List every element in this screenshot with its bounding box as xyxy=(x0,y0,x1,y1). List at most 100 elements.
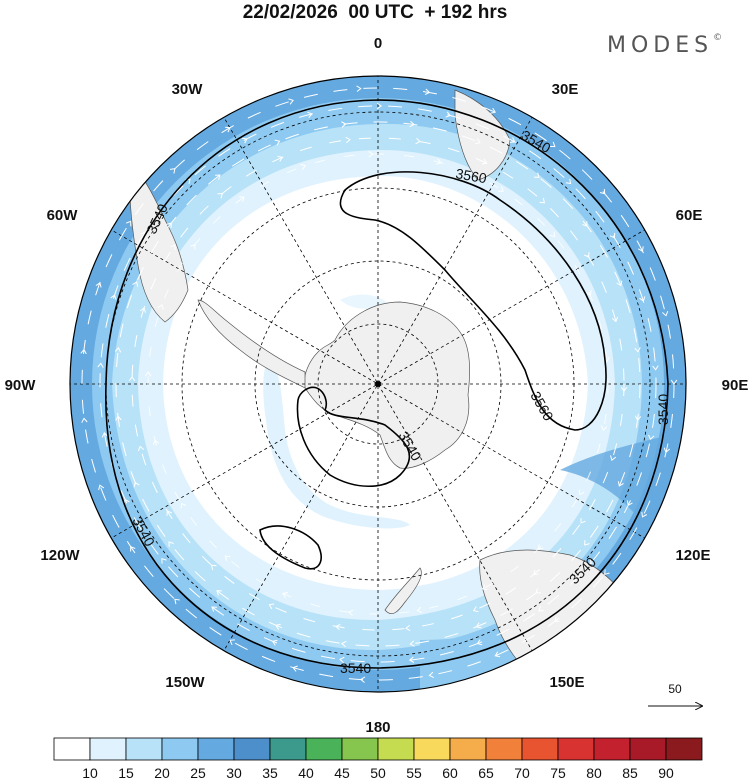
wind-arrowhead xyxy=(415,137,421,145)
africa xyxy=(454,89,511,181)
colorbar-tick-label: 35 xyxy=(262,765,278,781)
wind-arrowhead xyxy=(161,558,167,564)
wind-arrowhead xyxy=(509,137,516,143)
wind-arrowhead xyxy=(368,150,374,158)
contour-3560 xyxy=(339,171,607,431)
contour-small-low xyxy=(259,525,322,570)
lon-label-150w: 150W xyxy=(165,674,205,691)
colorbar-tick-label: 60 xyxy=(442,765,458,781)
wind-arrowhead xyxy=(610,455,617,461)
wind-arrowhead xyxy=(554,616,560,622)
brand-mark: © xyxy=(713,33,723,43)
wind-arrowhead xyxy=(609,232,616,239)
wind-arrowhead xyxy=(428,671,435,679)
lon-label-0: 0 xyxy=(374,35,382,52)
wind-arrowhead xyxy=(498,186,504,192)
colorbar: 10 15 20 25 30 35 40 45 50 55 60 65 70 75 80 85 90 xyxy=(53,737,703,781)
wind-arrowhead xyxy=(114,347,122,353)
colorbar-swatch xyxy=(449,737,487,761)
wind-arrowhead xyxy=(275,623,281,630)
colorbar-swatch xyxy=(53,737,91,761)
wind-arrowhead xyxy=(217,192,223,199)
wind-arrowhead xyxy=(599,188,606,195)
colorbar-swatch xyxy=(557,737,595,761)
wind-arrowhead xyxy=(216,590,222,596)
colorbar-tick-label: 40 xyxy=(298,765,314,781)
wind-arrowhead xyxy=(534,172,540,178)
wind-arrowhead xyxy=(424,88,431,96)
colorbar-swatch xyxy=(161,737,199,761)
graticule xyxy=(70,76,686,692)
contour-label: 3540 xyxy=(340,660,371,676)
wind-arrowhead xyxy=(580,518,586,524)
wind-arrowhead xyxy=(157,304,164,310)
wind-arrowhead xyxy=(180,502,187,509)
wind-arrowhead xyxy=(166,222,172,228)
wind-arrowhead xyxy=(639,296,646,302)
wind-arrowhead xyxy=(110,294,117,300)
wind-arrowhead xyxy=(292,665,298,672)
lon-label-90e: 90E xyxy=(722,377,749,394)
wind-arrowhead xyxy=(170,244,176,250)
brand-logo: MODES© xyxy=(607,33,722,58)
wind-arrowhead xyxy=(475,622,482,629)
colorbar-swatch xyxy=(629,737,667,761)
lon-label-180: 180 xyxy=(365,719,390,736)
map-title: 22/02/2026 00 UTC + 192 hrs xyxy=(242,2,508,23)
south-america xyxy=(129,159,189,323)
colorbar-swatch xyxy=(341,737,379,761)
colorbar-tick-label: 80 xyxy=(586,765,602,781)
geopotential-contours xyxy=(105,99,669,669)
wind-arrowhead xyxy=(475,138,481,145)
wind-arrowhead xyxy=(277,155,284,162)
colorbar-swatch xyxy=(233,737,271,761)
wind-arrowhead xyxy=(537,544,544,550)
wind-arrowhead xyxy=(139,307,146,313)
wind-arrowhead xyxy=(211,606,217,612)
wind-arrowhead xyxy=(535,588,541,594)
lon-label-60w: 60W xyxy=(47,207,79,224)
lon-label-60e: 60E xyxy=(676,207,703,224)
wind-arrowhead xyxy=(416,606,423,614)
wind-arrowhead xyxy=(481,158,488,165)
wind-arrowhead xyxy=(97,362,104,368)
contour-label: 3540 xyxy=(655,394,671,425)
wind-arrowhead xyxy=(481,584,488,591)
wind-arrowhead xyxy=(408,656,415,663)
wind-arrowhead xyxy=(137,445,145,452)
wind-arrowhead xyxy=(652,365,659,371)
wind-arrowhead xyxy=(494,651,501,658)
wind-arrowhead xyxy=(436,158,442,165)
wind-arrowhead xyxy=(549,141,556,148)
wind-arrowhead xyxy=(616,280,623,287)
wind-arrowhead xyxy=(169,168,176,174)
wind-arrowhead xyxy=(634,415,642,421)
longitude-labels: 0 30E 60E 90E 120E 150E 180 150W 120W 90… xyxy=(5,35,749,736)
wind-arrowhead xyxy=(215,174,221,180)
wind-vectors xyxy=(80,85,678,683)
wind-arrowhead xyxy=(565,178,572,185)
colorbar-tick-label: 20 xyxy=(154,765,170,781)
wind-arrowhead xyxy=(445,111,452,118)
wind-arrowhead xyxy=(663,447,671,454)
wind-arrowhead xyxy=(472,606,479,613)
wind-arrowhead xyxy=(98,484,105,491)
colorbar-swatch xyxy=(377,737,415,761)
wind-arrowhead xyxy=(335,623,341,631)
colorbar-swatch xyxy=(305,737,343,761)
lon-label-30e: 30E xyxy=(552,81,579,98)
contour-outer-3540 xyxy=(105,99,669,669)
wind-arrowhead xyxy=(152,439,160,445)
wind-arrowhead xyxy=(549,231,556,238)
wind-arrowhead xyxy=(239,196,245,202)
wind-arrowhead xyxy=(348,609,354,616)
wind-arrowhead xyxy=(339,656,345,664)
wind-arrowhead xyxy=(81,417,88,423)
lon-label-90w: 90W xyxy=(5,377,37,394)
colorbar-swatch xyxy=(125,737,163,761)
wind-arrowhead xyxy=(641,511,648,518)
wind-arrowhead xyxy=(539,197,546,204)
wind-arrowhead xyxy=(611,316,619,323)
wind-arrowhead xyxy=(637,246,644,252)
wind-arrowhead xyxy=(409,120,415,128)
